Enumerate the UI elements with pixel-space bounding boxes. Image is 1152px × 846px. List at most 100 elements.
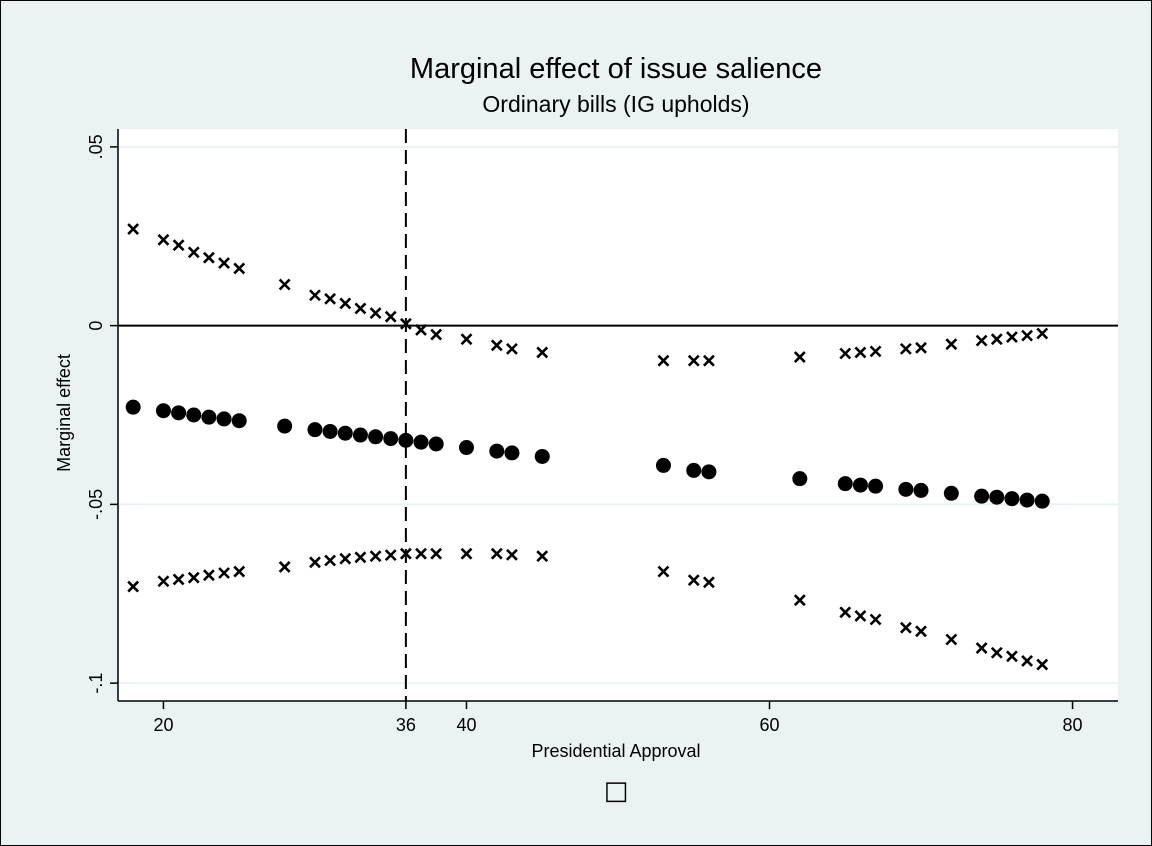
data-point-x: [869, 345, 882, 358]
data-point-x: [1021, 329, 1034, 342]
data-point-dot: [504, 445, 520, 461]
y-tick-label: -.1: [86, 673, 106, 694]
data-point-x: [536, 550, 549, 563]
data-point-x: [1021, 655, 1034, 667]
data-point-x: [1036, 327, 1049, 340]
data-point-dot: [352, 427, 368, 443]
data-point-x: [384, 549, 397, 562]
data-point-x: [839, 606, 852, 619]
chart-subtitle: Ordinary bills (IG upholds): [482, 91, 749, 117]
data-point-x: [899, 621, 912, 634]
data-point-dot: [307, 422, 323, 438]
data-point-dot: [322, 423, 338, 439]
data-point-x: [339, 297, 352, 310]
data-point-x: [202, 251, 215, 264]
data-point-x: [339, 552, 352, 565]
data-point-dot: [837, 476, 853, 492]
data-point-x: [430, 547, 443, 560]
data-point-x: [990, 646, 1003, 659]
data-point-x: [854, 609, 867, 622]
data-point-dot: [277, 418, 293, 434]
data-point-x: [793, 351, 806, 364]
data-point-x: [839, 347, 852, 360]
y-axis-title: Marginal effect: [54, 354, 74, 472]
data-point-x: [506, 548, 518, 561]
data-point-x: [354, 551, 367, 564]
data-point-x: [187, 246, 200, 259]
data-point-dot: [898, 481, 914, 497]
data-point-x: [384, 310, 397, 323]
data-point-x: [657, 565, 670, 578]
data-point-x: [127, 223, 140, 236]
y-tick-label: 0: [86, 321, 106, 331]
y-tick-label: -.05: [86, 489, 106, 520]
data-point-x: [793, 594, 806, 607]
data-point-x: [1006, 650, 1018, 663]
data-point-x: [945, 633, 958, 646]
data-point-x: [309, 289, 321, 302]
data-point-dot: [1004, 491, 1020, 507]
chart-title: Marginal effect of issue salience: [410, 53, 822, 85]
x-tick-label: 40: [456, 715, 476, 735]
data-point-dot: [125, 399, 141, 415]
data-point-dot: [852, 477, 868, 493]
data-point-dot: [398, 432, 414, 448]
data-point-dot: [231, 413, 247, 429]
data-point-dot: [534, 448, 550, 464]
tick-labels: .05 0 -.05 -.1 20 36 40 60 80: [86, 134, 1083, 735]
data-point-dot: [701, 464, 717, 480]
data-point-x: [490, 339, 503, 352]
data-point-dot: [186, 407, 202, 423]
x-tick-label: 80: [1063, 715, 1083, 735]
data-point-dot: [201, 409, 217, 425]
x-tick-label: 36: [396, 715, 416, 735]
data-point-dot: [792, 471, 808, 487]
data-point-x: [915, 341, 927, 354]
data-point-x: [506, 342, 518, 355]
data-point-x: [278, 561, 291, 573]
data-point-x: [187, 571, 200, 584]
data-point-dot: [216, 411, 232, 427]
data-point-x: [915, 625, 927, 638]
data-point-x: [687, 574, 700, 587]
data-point-x: [202, 569, 215, 582]
data-point-x: [990, 333, 1003, 346]
data-point-dot: [428, 436, 444, 452]
data-point-x: [975, 642, 988, 655]
data-point-x: [460, 547, 473, 560]
data-point-x: [324, 292, 337, 305]
data-point-dot: [368, 429, 384, 445]
data-point-x: [1006, 331, 1018, 343]
data-point-dot: [868, 478, 884, 494]
data-point-x: [369, 550, 382, 563]
x-tick-label: 20: [153, 715, 173, 735]
data-point-dot: [943, 485, 959, 501]
data-point-dot: [974, 488, 990, 504]
data-point-dot: [489, 443, 505, 459]
data-point-x: [127, 580, 140, 593]
data-point-x: [536, 346, 549, 359]
data-point-x: [415, 547, 427, 560]
data-point-x: [354, 302, 367, 315]
data-point-x: [702, 576, 715, 589]
data-point-x: [1036, 658, 1049, 671]
plot-area: [118, 129, 1118, 701]
reference-lines: [118, 129, 1118, 701]
data-point-x: [460, 333, 473, 346]
data-point-x: [490, 547, 503, 560]
data-point-x: [430, 328, 443, 341]
data-point-x: [233, 262, 246, 275]
data-point-x: [157, 233, 170, 246]
data-point-x: [218, 257, 230, 269]
y-tick-label: .05: [86, 134, 106, 159]
data-point-x: [233, 565, 246, 578]
data-point-dot: [1034, 493, 1050, 509]
data-point-x: [869, 613, 882, 626]
data-point-dot: [1019, 492, 1035, 508]
data-point-x: [687, 354, 700, 367]
data-point-x: [172, 573, 185, 586]
data-point-dot: [989, 489, 1005, 505]
x-tick-label: 60: [759, 715, 779, 735]
data-marks: [125, 223, 1050, 671]
